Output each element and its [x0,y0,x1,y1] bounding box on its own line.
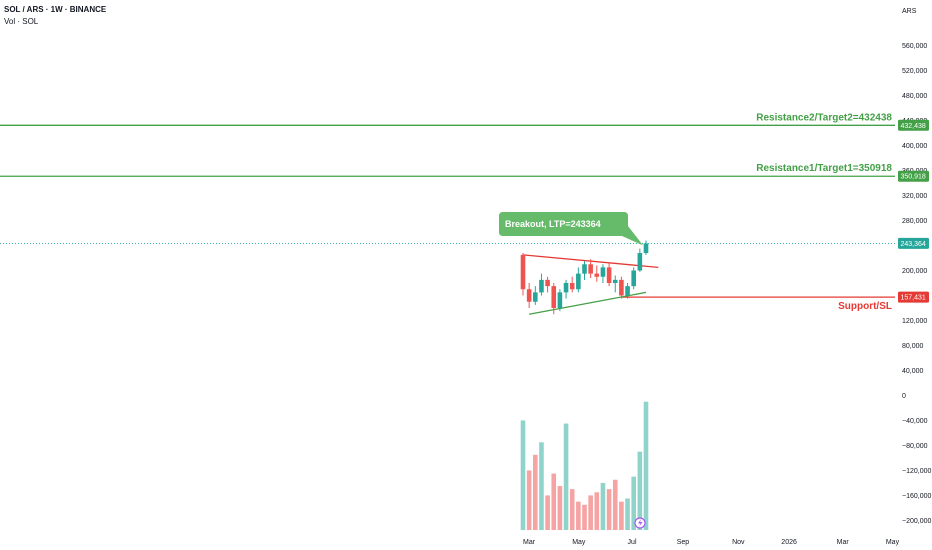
volume-bar [526,470,532,530]
time-tick-label: May [886,539,900,546]
candle-body [625,286,630,296]
volume-bar [551,473,557,530]
price-tick-label: 280,000 [902,218,927,225]
trendline-lower [529,291,647,315]
volume-bar [625,498,630,530]
candle-body [612,279,618,283]
volume-bar [637,451,643,530]
level-label: Resistance2/Target2=432438 [756,112,892,123]
volume-bar [557,486,563,530]
level-price-tag [898,291,929,303]
candle-body [606,267,612,283]
price-tick-label: 480,000 [902,93,927,100]
volume-bar [588,495,593,530]
candle-body [526,289,532,302]
candle-body [582,264,587,274]
lightning-icon [638,519,643,527]
volume-bar [631,476,636,530]
price-tick-label: −40,000 [902,418,928,425]
price-tick-label: 0 [902,393,906,400]
volume-bar [539,442,544,530]
price-tick-label: 520,000 [902,68,927,75]
candle-body [588,264,593,274]
candle-body [533,292,538,302]
candle-body [539,279,544,293]
time-tick-label: Sep [677,539,690,546]
price-tick-label: −160,000 [902,493,931,500]
candle-body [619,279,624,296]
candle-body [569,283,575,290]
price-tick-label: 560,000 [902,43,927,50]
volume-bar [569,489,575,530]
candle-body [576,273,581,290]
price-tick-label: 80,000 [902,343,924,350]
level-price-tag-text: 350,918 [901,174,926,181]
breakout-callout-text: Breakout, LTP=243364 [505,219,601,229]
breakout-callout [499,212,643,246]
volume-bar [545,495,550,530]
volume-indicator-label: Vol · SOL [4,17,39,26]
candle-body [643,243,649,254]
candle-body [551,286,557,308]
volume-bar [520,420,526,530]
volume-bar [600,482,606,530]
volume-bar [576,501,581,530]
price-tick-label: 200,000 [902,268,927,275]
level-price-tag [898,119,929,131]
candle-body [557,292,563,308]
price-tick-label: 400,000 [902,143,927,150]
candle-body [545,279,550,287]
price-tick-label: 120,000 [902,318,927,325]
volume-bar [606,489,612,530]
time-tick-label: Mar [837,539,850,546]
level-price-tag-text: 157,431 [901,295,926,302]
candle-layer [520,240,649,315]
candle-body [594,273,600,277]
volume-bar [594,492,600,530]
time-tick-label: Jul [628,539,637,546]
last-price-tag [898,237,929,249]
time-tick-label: Mar [523,539,536,546]
volume-layer [520,401,649,530]
price-tick-label: −80,000 [902,443,928,450]
price-tick-label: 320,000 [902,193,927,200]
candle-body [631,270,636,287]
volume-bar [643,401,649,530]
level-label: Resistance1/Target1=350918 [756,163,892,174]
level-label: Support/SL [838,301,892,312]
volume-bar [582,504,587,530]
candle-body [637,253,643,271]
levels-layer: Resistance2/Target2=432438 432,438 Resista… [0,112,929,312]
price-tick-label: −200,000 [902,518,931,525]
time-tick-label: Nov [732,539,745,546]
time-tick-label: May [572,539,586,546]
volume-bar [619,501,624,530]
time-tick-label: 2026 [781,539,797,546]
candle-body [563,283,569,293]
annotation-layer: Breakout, LTP=243364 [499,212,646,529]
level-price-tag-text: 432,438 [901,123,926,130]
chart-title: SOL / ARS · 1W · BINANCE [4,5,107,14]
last-price-tag-text: 243,364 [901,241,926,248]
price-tick-label: −120,000 [902,468,931,475]
volume-bar [533,454,538,530]
volume-bar [612,479,618,530]
currency-label: ARS [902,8,917,15]
level-price-tag [898,170,929,182]
volume-bar [563,423,569,530]
candle-body [600,267,606,277]
price-tick-label: 40,000 [902,368,924,375]
candle-body [520,254,526,290]
